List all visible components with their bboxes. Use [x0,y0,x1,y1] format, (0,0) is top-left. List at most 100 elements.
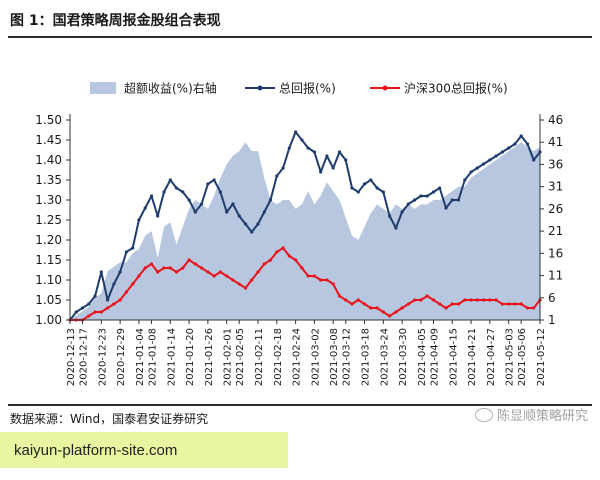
legend-label-2: 沪深300总回报(%) [404,81,508,96]
series-1-point [513,302,517,306]
left-tick-label: 1.30 [35,193,62,207]
legend-marker-2 [382,85,388,91]
series-0-point [482,162,486,166]
series-0-point [256,222,260,226]
series-0-point [500,150,504,154]
series-1-point [174,270,179,274]
right-tick-label: 41 [548,135,563,149]
series-line-1 [70,247,541,321]
right-tick-label: 31 [548,180,563,194]
series-0-point [507,146,511,150]
series-1-point [400,306,404,310]
series-0-point [181,190,185,194]
series-0-point [174,186,179,190]
series-0-point [488,158,492,162]
series-0-point [281,166,285,170]
series-1-point [143,266,147,270]
series-1-point [112,302,116,306]
series-0-point [325,154,329,158]
right-tick-label: 26 [548,202,563,216]
series-0-point [356,190,360,194]
series-1-point [425,294,429,298]
series-0-point [406,202,410,206]
series-1-point [507,302,511,306]
series-0-point [344,158,348,162]
series-1-point [187,258,191,262]
series-1-point [124,290,128,294]
series-1-point [456,302,461,306]
right-tick-label: 21 [548,224,563,238]
left-tick-label: 1.35 [35,173,62,187]
series-0-point [388,214,392,218]
series-1-point [268,258,273,262]
series-0-point [74,310,78,314]
series-1-point [337,294,342,298]
x-tick-label: 2021-03-08 [329,328,340,386]
series-0-point [312,150,316,154]
x-tick-label: 2021-05-12 [536,328,547,386]
series-0-point [350,186,354,190]
series-0-point [137,218,141,222]
series-1-point [212,274,216,278]
x-tick-label: 2021-04-15 [448,328,459,386]
series-0-point [475,166,479,170]
legend-marker-1 [257,85,263,91]
series-0-point [287,146,291,150]
x-tick-label: 2021-05-03 [505,328,516,386]
series-1-point [256,270,260,274]
left-tick-label: 1.25 [35,213,62,227]
series-1-point [156,270,160,274]
right-tick-label: 36 [548,157,563,171]
series-0-point [156,214,160,218]
series-1-point [394,310,398,314]
x-tick-label: 2021-04-27 [486,328,497,386]
series-0-point [206,182,210,186]
x-tick-label: 2021-01-20 [185,328,196,386]
series-1-point [231,278,235,282]
x-tick-label: 2021-03-18 [361,328,372,386]
series-0-point [319,170,323,174]
series-1-point [388,314,392,318]
x-tick-label: 2021-02-05 [235,328,246,386]
series-0-point [93,294,97,298]
series-1-point [344,298,348,302]
right-tick-label: 11 [548,269,563,283]
series-0-point [80,306,85,310]
series-1-point [287,254,291,258]
series-1-point [149,262,154,266]
series-0-point [294,130,298,134]
watermark-text: 陈显顺策略研究 [496,409,588,424]
series-0-point [193,210,197,214]
series-1-point [168,266,172,270]
series-0-point [168,178,172,182]
x-tick-label: 2020-12-23 [97,328,108,386]
series-1-point [362,302,367,306]
series-0-point [456,198,461,202]
series-0-point [143,206,147,210]
series-1-point [406,302,410,306]
series-1-point [225,274,229,278]
series-1-point [306,274,310,278]
series-1-point [181,266,185,270]
footer-rule [8,404,592,406]
x-tick-label: 2021-04-05 [417,328,428,386]
series-1-point [381,310,385,314]
right-tick-label: 16 [548,246,563,260]
series-0-point [525,142,530,146]
excess-return-area [70,142,540,320]
series-0-point [243,222,248,226]
series-1-point [375,306,379,310]
series-1-point [200,266,204,270]
series-0-point [400,210,404,214]
series-1-point [500,302,504,306]
series-1-point [444,306,448,310]
right-tick-label: 6 [548,291,556,305]
x-tick-label: 2020-12-29 [116,328,127,386]
series-1-point [99,310,103,314]
x-tick-label: 2021-03-24 [379,328,390,386]
site-banner[interactable]: kaiyun-platform-site.com [0,432,288,468]
series-0-point [275,174,279,178]
series-1-point [325,278,329,282]
series-0-point [513,142,517,146]
series-1-point [193,262,197,266]
